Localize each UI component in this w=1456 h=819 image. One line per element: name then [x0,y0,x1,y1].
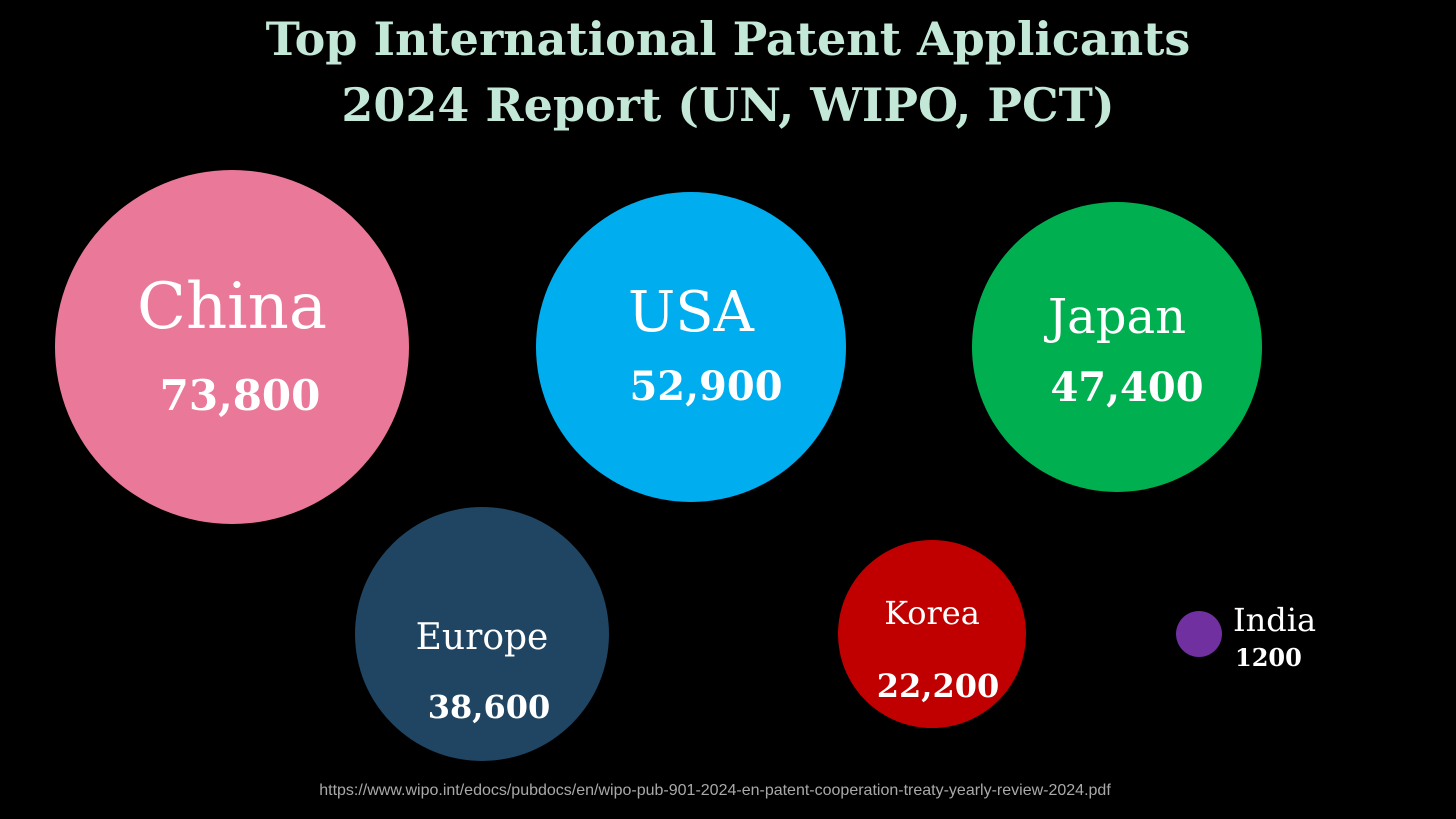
chart-title-line-1: Top International Patent Applicants [265,12,1191,66]
source-url: https://www.wipo.int/edocs/pubdocs/en/wi… [319,782,1111,799]
bubble-value-india: 1200 [1235,643,1302,672]
bubble-label-usa: USA [628,280,755,345]
bubble-value-japan: 47,400 [1050,364,1203,411]
bubble-china [55,170,409,524]
bubble-label-korea: Korea [884,594,980,632]
bubble-value-korea: 22,200 [877,667,999,705]
bubble-japan [972,202,1262,492]
bubble-india [1176,611,1222,657]
bubble-value-usa: 52,900 [629,363,782,410]
bubble-label-india: India [1233,601,1316,639]
bubble-label-japan: Japan [1043,289,1186,345]
chart-title-line-2: 2024 Report (UN, WIPO, PCT) [341,78,1115,132]
bubble-korea [838,540,1026,728]
bubble-europe [355,507,609,761]
bubble-value-china: 73,800 [160,371,321,420]
bubble-label-europe: Europe [416,617,549,658]
bubble-usa [536,192,846,502]
bubble-label-china: China [137,270,327,344]
bubble-value-europe: 38,600 [428,688,550,726]
